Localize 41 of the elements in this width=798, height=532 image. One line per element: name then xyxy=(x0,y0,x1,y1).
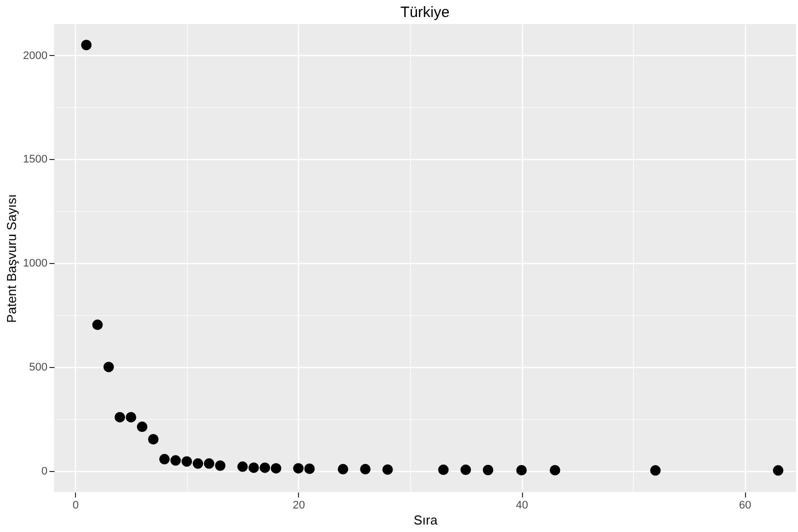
point xyxy=(438,464,449,476)
point xyxy=(114,412,126,422)
y-tick-label: 0 xyxy=(41,465,48,478)
x-tick-label: 40 xyxy=(516,500,528,512)
point xyxy=(293,463,304,474)
point xyxy=(182,456,192,467)
point xyxy=(270,463,282,474)
y-tick-label: 2000 xyxy=(23,50,48,62)
point xyxy=(482,464,494,476)
y-tick-label: 1000 xyxy=(23,258,48,270)
point xyxy=(650,465,661,476)
x-tick-label: 0 xyxy=(72,500,79,512)
x-tick-label: 20 xyxy=(292,500,305,512)
point xyxy=(248,462,259,473)
x-axis-title: Sıra xyxy=(414,512,438,528)
point xyxy=(136,422,148,432)
x-tick-label: 60 xyxy=(739,500,752,512)
point xyxy=(92,320,103,330)
point xyxy=(382,464,393,475)
y-axis-title: Patent Başvuru Sayısı xyxy=(4,194,20,323)
point xyxy=(304,464,315,474)
point xyxy=(215,460,226,471)
point xyxy=(338,464,348,474)
point xyxy=(550,464,560,476)
point xyxy=(260,462,270,473)
point xyxy=(159,454,170,464)
point xyxy=(204,458,214,469)
point xyxy=(126,412,136,422)
point xyxy=(81,40,92,50)
point xyxy=(460,464,471,476)
point xyxy=(772,465,784,476)
point xyxy=(516,464,527,476)
point xyxy=(237,461,248,472)
point xyxy=(360,464,371,474)
point xyxy=(148,434,159,444)
point xyxy=(103,362,114,372)
chart-title: Türkiye xyxy=(400,4,450,21)
point xyxy=(170,455,181,466)
y-tick-label: 1500 xyxy=(23,154,48,166)
point xyxy=(192,458,204,469)
y-tick-label: 500 xyxy=(29,361,48,374)
